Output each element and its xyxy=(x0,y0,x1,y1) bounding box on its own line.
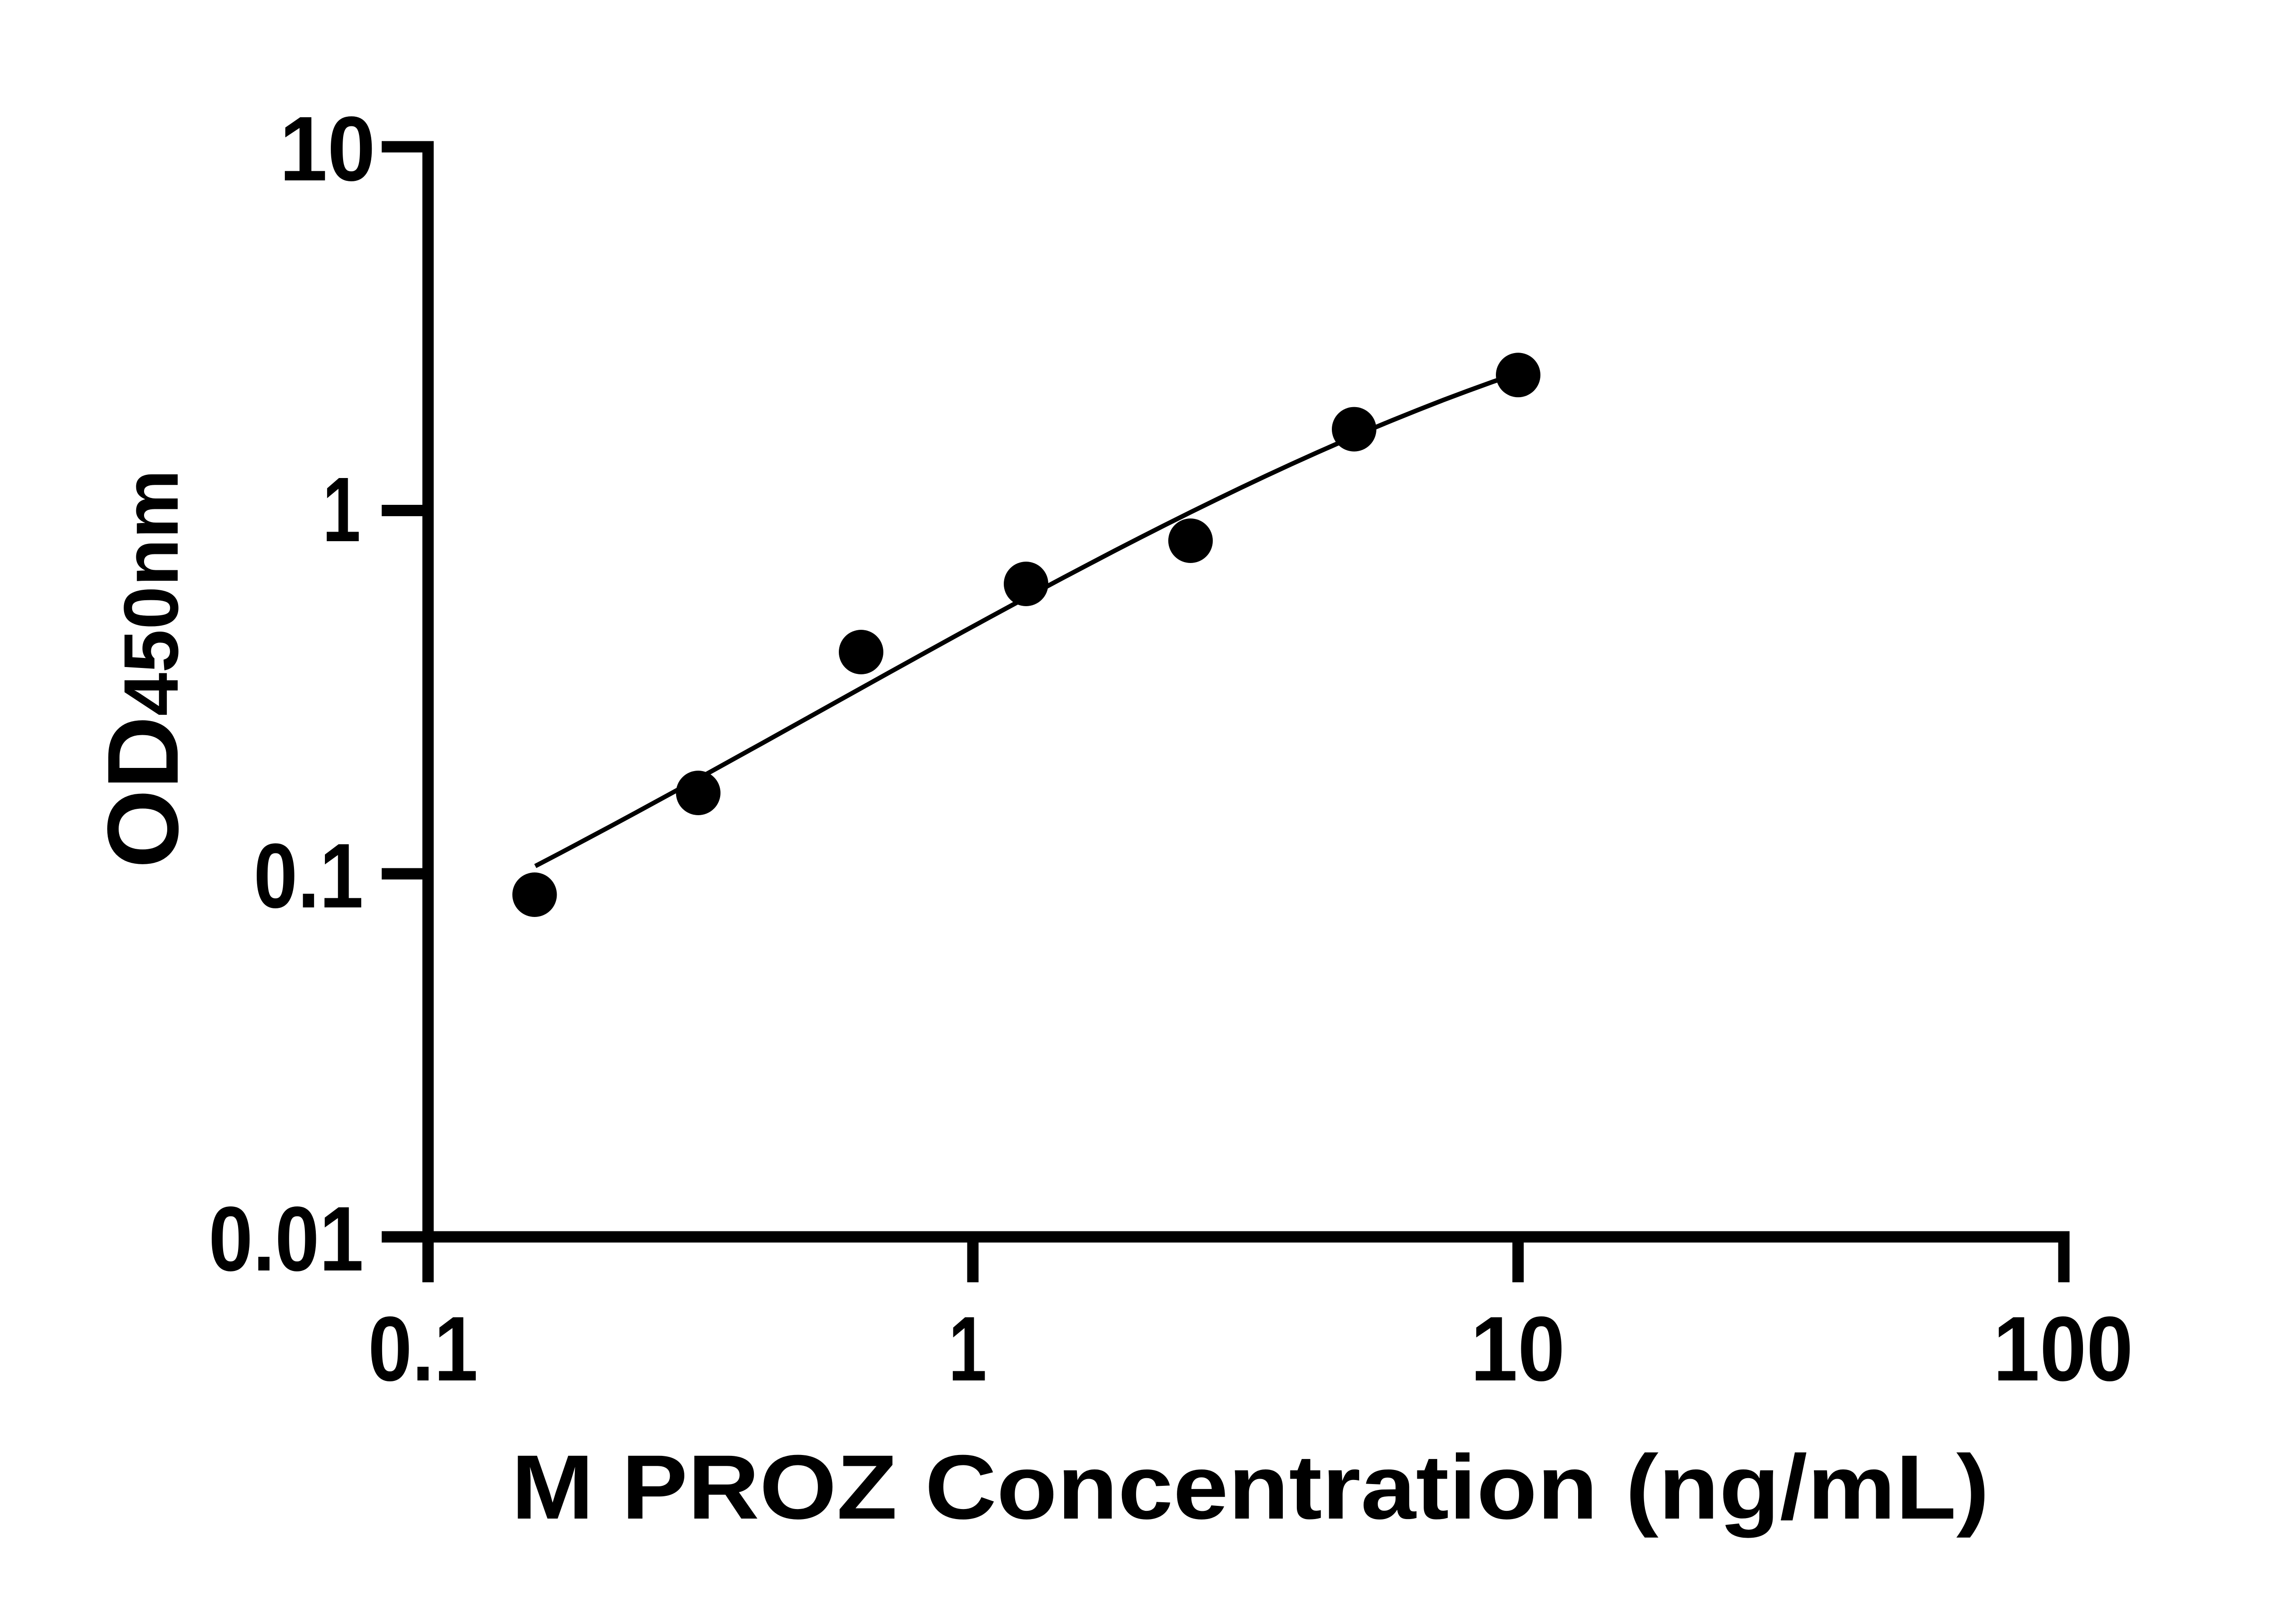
svg-text:0.1: 0.1 xyxy=(254,824,364,927)
svg-text:1: 1 xyxy=(323,458,361,561)
svg-text:0.01: 0.01 xyxy=(209,1188,364,1290)
svg-text:10: 10 xyxy=(1470,1298,1565,1400)
svg-text:10: 10 xyxy=(279,98,375,200)
svg-text:M PROZ Concentration (ng/mL): M PROZ Concentration (ng/mL) xyxy=(511,1436,1989,1538)
svg-text:1: 1 xyxy=(948,1297,987,1400)
svg-text:0.1: 0.1 xyxy=(368,1297,478,1400)
svg-text:100: 100 xyxy=(1993,1298,2133,1400)
